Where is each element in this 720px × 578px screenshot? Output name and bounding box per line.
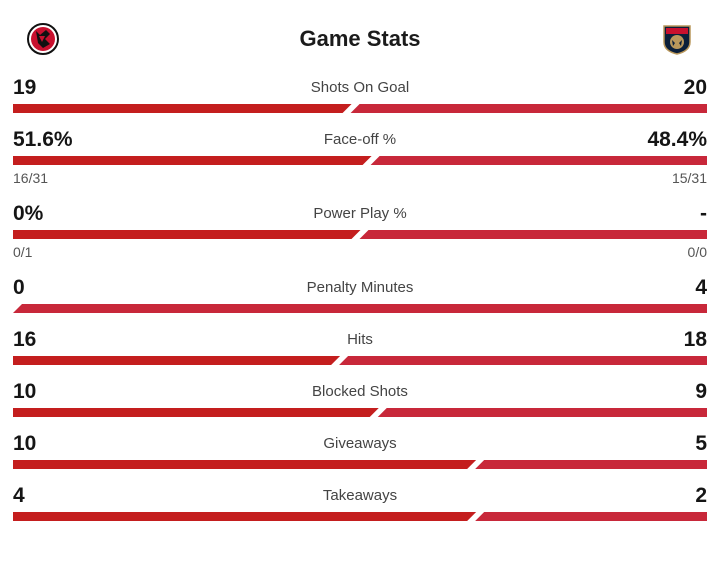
home-bar-fill (359, 230, 707, 239)
new-jersey-devils-logo-icon (27, 23, 59, 55)
stat-label: Giveaways (323, 435, 397, 452)
stat-comparison-bar (13, 104, 707, 113)
home-bar-fill (13, 304, 707, 313)
home-bar-fill (475, 460, 707, 469)
away-stat-detail: 16/31 (13, 170, 49, 186)
stat-row: 4 Takeaways 2 (0, 482, 720, 521)
away-stat-value: 51.6% (13, 128, 73, 151)
florida-panthers-logo-icon (663, 25, 691, 55)
home-stat-value: 18 (683, 328, 707, 351)
stat-subtext: 0/1 0/0 (13, 239, 707, 261)
page-title: Game Stats (299, 26, 421, 51)
stat-subtext: 16/31 15/31 (13, 165, 707, 187)
stat-row: 10 Giveaways 5 (0, 430, 720, 469)
home-bar-fill (370, 156, 707, 165)
stat-comparison-bar (13, 356, 707, 365)
home-stat-value: 5 (695, 432, 707, 455)
stat-label: Power Play % (313, 205, 407, 222)
stat-comparison-bar (13, 408, 707, 417)
home-stat-value: 2 (695, 484, 707, 507)
home-bar-fill (339, 356, 707, 365)
away-stat-value: 4 (13, 484, 25, 507)
stat-comparison-bar (13, 156, 707, 165)
away-stat-value: 16 (13, 328, 37, 351)
stat-label: Takeaways (322, 487, 398, 504)
stat-comparison-bar (13, 304, 707, 313)
away-stat-detail: 0/1 (13, 244, 33, 260)
away-bar-fill (13, 230, 361, 239)
stats-list: 19 Shots On Goal 20 51.6% Face-off % 48.4% 16/… (0, 74, 720, 521)
home-bar-fill (350, 104, 707, 113)
home-bar-fill (475, 512, 707, 521)
away-bar-fill (13, 460, 477, 469)
home-stat-detail: 0/0 (687, 244, 707, 260)
stat-row: 10 Blocked Shots 9 (0, 378, 720, 417)
home-stat-value: - (700, 202, 707, 225)
stat-label: Face-off % (323, 131, 397, 148)
away-bar-fill (13, 156, 372, 165)
stat-row: 19 Shots On Goal 20 (0, 74, 720, 113)
game-stats-header: Game Stats (0, 0, 720, 74)
away-stat-value: 0 (13, 276, 25, 299)
stat-row: 51.6% Face-off % 48.4% 16/31 15/31 (0, 126, 720, 187)
stat-comparison-bar (13, 460, 707, 469)
stat-label: Blocked Shots (312, 383, 408, 400)
away-stat-value: 10 (13, 380, 37, 403)
away-bar-fill (13, 408, 379, 417)
home-stat-value: 9 (695, 380, 707, 403)
away-bar-fill (13, 356, 341, 365)
stat-row: 16 Hits 18 (0, 326, 720, 365)
away-bar-fill (13, 512, 477, 521)
stat-row: 0% Power Play % - 0/1 0/0 (0, 200, 720, 261)
away-stat-value: 10 (13, 432, 37, 455)
away-bar-fill (13, 104, 352, 113)
stat-label: Penalty Minutes (306, 279, 414, 296)
stat-label: Shots On Goal (310, 79, 410, 96)
away-stat-value: 0% (13, 202, 44, 225)
home-bar-fill (377, 408, 707, 417)
home-stat-detail: 15/31 (671, 170, 707, 186)
home-stat-value: 4 (695, 276, 707, 299)
home-stat-value: 20 (683, 76, 707, 99)
stat-label: Hits (347, 331, 373, 348)
stat-row: 0 Penalty Minutes 4 (0, 274, 720, 313)
home-stat-value: 48.4% (647, 128, 707, 151)
away-stat-value: 19 (13, 76, 37, 99)
stat-comparison-bar (13, 230, 707, 239)
stat-comparison-bar (13, 512, 707, 521)
